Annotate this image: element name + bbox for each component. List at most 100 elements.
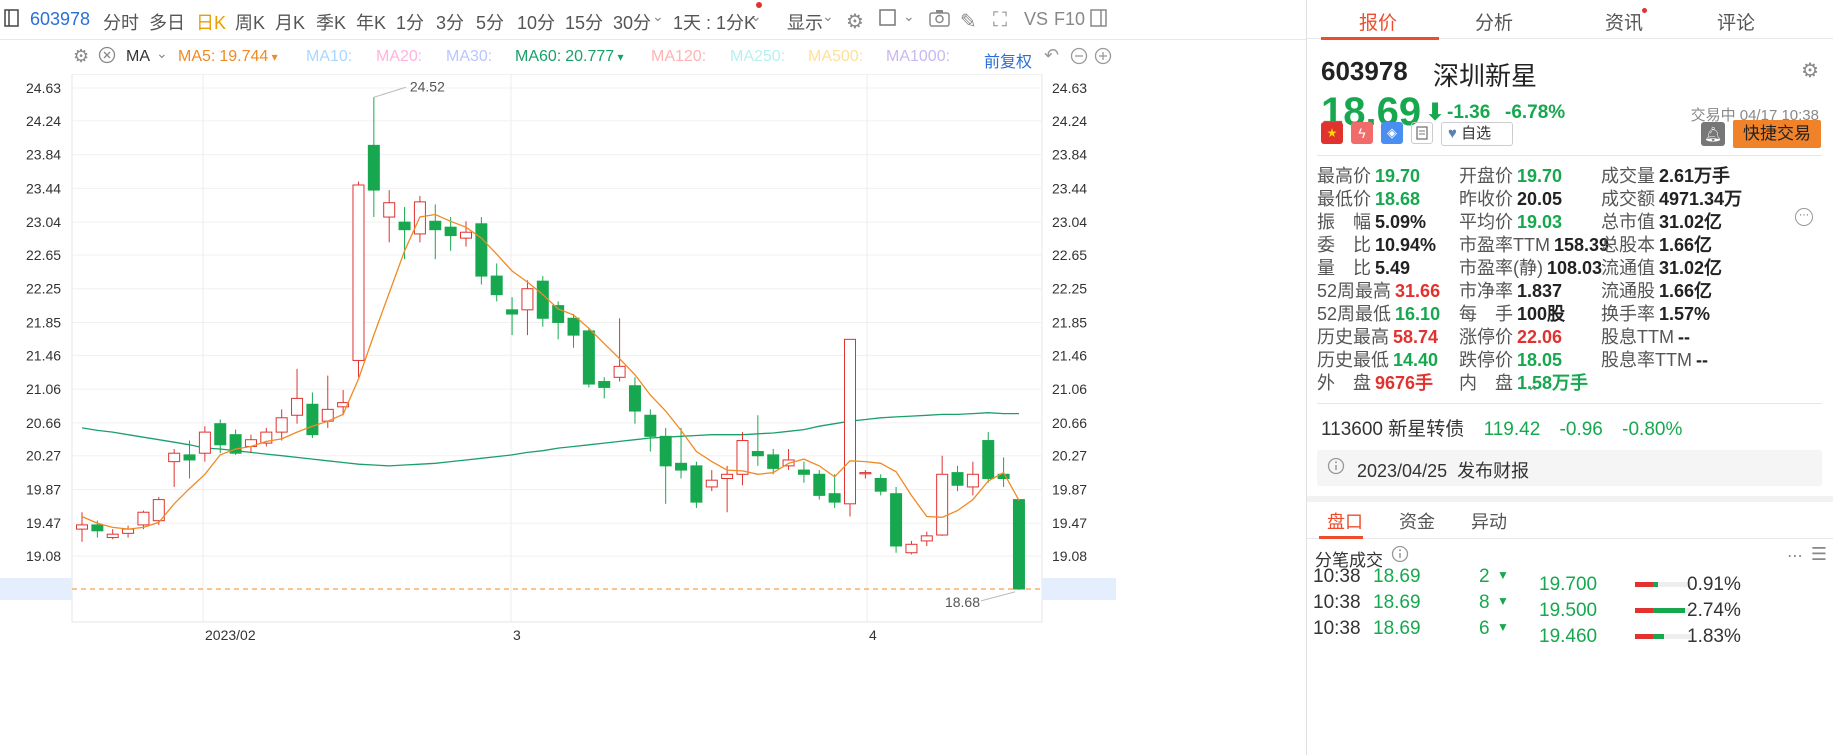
field-label: 每 手 bbox=[1459, 304, 1513, 324]
convertible-bond-row[interactable]: 113600 新星转债 119.42 -0.96 -0.80% bbox=[1321, 414, 1682, 441]
panel-tab[interactable]: 报价 bbox=[1359, 13, 1398, 34]
candle-body bbox=[982, 440, 995, 480]
period-tab[interactable]: 年K bbox=[356, 13, 387, 33]
period-tab[interactable]: 分时 bbox=[103, 13, 139, 33]
field-label: 跌停价 bbox=[1459, 350, 1513, 370]
camera-icon[interactable] bbox=[929, 8, 951, 34]
quick-trade-button[interactable]: 快捷交易 bbox=[1733, 120, 1821, 148]
info-icon[interactable] bbox=[1391, 545, 1409, 568]
ma-indicator[interactable]: MA120: bbox=[651, 48, 710, 66]
china-flag-icon[interactable]: ★ bbox=[1321, 122, 1343, 144]
chevron-down-icon[interactable]: ⌄ bbox=[750, 8, 762, 24]
ma-indicator[interactable]: MA60: 20.777 ▾ bbox=[515, 48, 624, 66]
ma-indicator[interactable]: MA30: bbox=[446, 48, 496, 66]
chevron-down-icon[interactable]: ⌄ bbox=[822, 8, 834, 24]
sidebar-toggle-icon[interactable] bbox=[4, 8, 20, 34]
panel-subtab[interactable]: 资金 bbox=[1399, 512, 1435, 532]
adjust-mode[interactable]: 前复权 bbox=[984, 54, 1033, 71]
zoom-out-icon[interactable] bbox=[1070, 47, 1088, 70]
field-value: 5.09% bbox=[1375, 212, 1427, 232]
field-label: 历史最高 bbox=[1317, 327, 1389, 347]
field-label: 总市值 bbox=[1601, 212, 1655, 232]
note-icon[interactable] bbox=[1411, 122, 1433, 144]
period-tab[interactable]: 5分 bbox=[476, 13, 505, 33]
panel-tab[interactable]: 分析 bbox=[1475, 13, 1514, 34]
tag-icon[interactable]: ◈ bbox=[1381, 122, 1403, 144]
y-tick-label-left: 23.44 bbox=[26, 180, 61, 196]
lightning-icon[interactable]: ϟ bbox=[1351, 122, 1373, 144]
panel-toggle-icon[interactable] bbox=[1090, 8, 1108, 34]
more-icon[interactable]: ⋯ bbox=[1795, 208, 1813, 226]
period-tab[interactable]: 30分 bbox=[613, 13, 652, 33]
candle-body bbox=[229, 434, 242, 454]
section-gap bbox=[1307, 496, 1833, 502]
quote-field: 最低价 18.68 bbox=[1317, 185, 1420, 211]
period-tab[interactable]: 月K bbox=[275, 13, 306, 33]
list-icon[interactable]: ☰ bbox=[1810, 544, 1827, 564]
quote-field: 振 幅 5.09% bbox=[1317, 208, 1426, 234]
ma-indicator[interactable]: MA20: bbox=[376, 48, 426, 66]
square-icon[interactable] bbox=[878, 8, 898, 34]
settings-icon[interactable]: ⚙ bbox=[1801, 60, 1819, 82]
settings-icon[interactable]: ⚙ bbox=[846, 11, 864, 33]
period-tab[interactable]: 周K bbox=[235, 13, 266, 33]
report-notice[interactable]: 2023/04/25 发布财报 bbox=[1317, 450, 1822, 486]
collapse-icon[interactable]: ⌃ bbox=[1527, 384, 1539, 400]
chevron-down-icon[interactable]: ⌄ bbox=[652, 8, 664, 24]
high-label: 24.52 bbox=[410, 78, 445, 94]
more-icon[interactable]: ⋯ bbox=[1787, 548, 1803, 565]
ma-indicator[interactable]: MA1000: bbox=[886, 48, 954, 66]
tick-vol: 6 bbox=[1479, 618, 1490, 639]
pencil-icon[interactable]: ✎ bbox=[960, 11, 977, 33]
quote-field: 总股本 1.66亿 bbox=[1601, 231, 1712, 257]
ma-indicator[interactable]: MA250: bbox=[730, 48, 789, 66]
y-tick-label-right: 21.06 bbox=[1052, 381, 1087, 397]
period-tab[interactable]: 15分 bbox=[565, 13, 604, 33]
panel-tab[interactable]: 资讯 bbox=[1605, 13, 1644, 34]
period-tab[interactable]: 多日 bbox=[149, 13, 185, 33]
ma-indicator[interactable]: MA10: bbox=[306, 48, 356, 66]
y-tick-label-right: 22.65 bbox=[1052, 247, 1087, 263]
x-tick-label: 3 bbox=[513, 627, 521, 643]
candle-body bbox=[675, 462, 688, 471]
panel-subtab[interactable]: 异动 bbox=[1471, 512, 1507, 532]
period-tab[interactable]: 10分 bbox=[517, 13, 556, 33]
candle-body bbox=[567, 317, 580, 336]
quote-code: 603978 bbox=[1321, 56, 1408, 86]
add-watchlist-button[interactable]: ♥ 自选 bbox=[1441, 122, 1513, 146]
y-tick-label-left: 19.87 bbox=[26, 481, 61, 497]
field-label: 内 盘 bbox=[1459, 373, 1513, 393]
kline-chart[interactable]: 24.63 24.63 24.24 24.24 23.84 23.84 23.44 23.44… bbox=[0, 74, 1306, 755]
ma-label: MA20: bbox=[376, 48, 423, 65]
period-tab[interactable]: 3分 bbox=[436, 13, 465, 33]
bell-icon[interactable]: 🔔︎ bbox=[1701, 122, 1725, 146]
y-tick-label-right: 19.47 bbox=[1052, 515, 1087, 531]
panel-tab[interactable]: 评论 bbox=[1717, 13, 1756, 34]
range-select[interactable]: 1天 : 1分K bbox=[673, 13, 757, 33]
indicator-settings-icon[interactable]: ⚙ bbox=[73, 46, 90, 66]
close-icon[interactable] bbox=[98, 46, 116, 69]
tick-time: 10:38 bbox=[1313, 618, 1361, 639]
quote-field: 平均价 19.03 bbox=[1459, 208, 1562, 234]
candle-body bbox=[214, 423, 227, 446]
chevron-down-icon[interactable]: ⌄ bbox=[156, 45, 168, 61]
fullscreen-icon[interactable]: ⛶ bbox=[993, 9, 1007, 31]
tick-price: 18.69 bbox=[1373, 618, 1421, 639]
panel-subtab[interactable]: 盘口 bbox=[1327, 512, 1363, 532]
field-value: 158.39 bbox=[1553, 235, 1610, 255]
stock-code: 603978 bbox=[30, 9, 91, 29]
undo-icon[interactable]: ↶ bbox=[1044, 45, 1060, 65]
quote-field: 涨停价 22.06 bbox=[1459, 323, 1562, 349]
period-tab[interactable]: 1分 bbox=[396, 13, 425, 33]
candle-body bbox=[736, 440, 749, 475]
display-menu[interactable]: 显示 bbox=[787, 13, 823, 33]
vs-button[interactable]: VS bbox=[1024, 9, 1049, 29]
ma-indicator[interactable]: MA500: bbox=[808, 48, 867, 66]
zoom-in-icon[interactable] bbox=[1094, 47, 1112, 70]
ma-selector[interactable]: MA bbox=[126, 48, 150, 65]
chevron-down-icon[interactable]: ⌄ bbox=[903, 8, 915, 24]
f10-button[interactable]: F10 bbox=[1054, 9, 1086, 29]
ma-indicator[interactable]: MA5: 19.744 ▾ bbox=[178, 48, 278, 66]
period-tab[interactable]: 季K bbox=[316, 13, 347, 33]
period-tab[interactable]: 日K bbox=[196, 13, 227, 33]
